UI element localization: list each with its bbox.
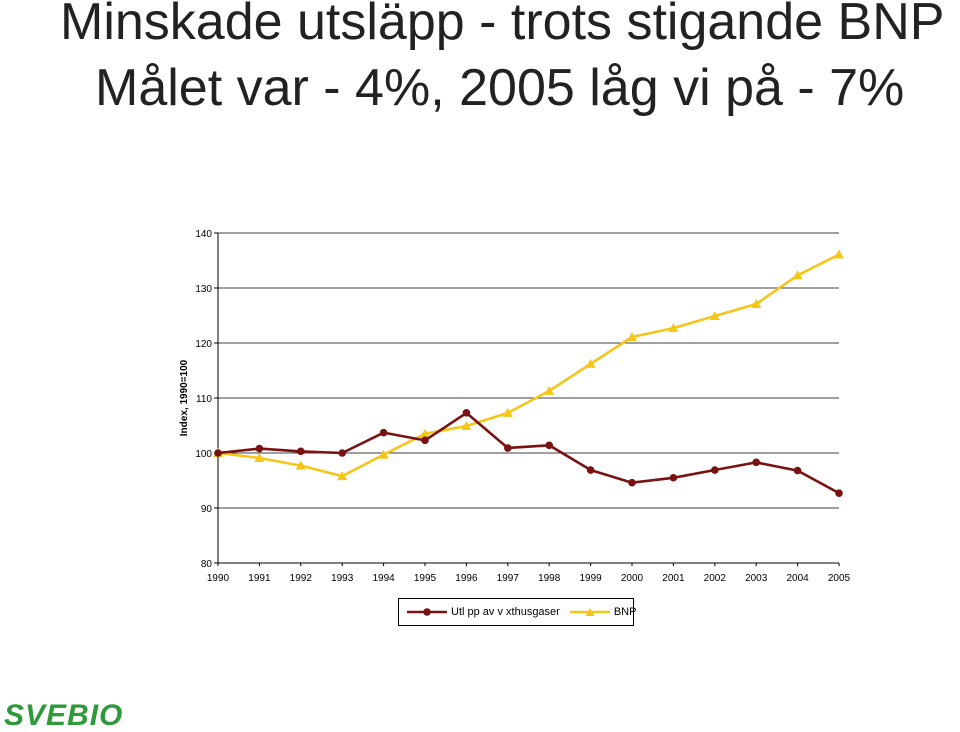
x-tick-label: 2004 bbox=[786, 573, 809, 584]
data-point bbox=[420, 428, 430, 438]
legend-label-emissions: Utl pp av v xthusgaser bbox=[451, 606, 560, 618]
legend-entry-emissions: Utl pp av v xthusgaser bbox=[407, 606, 560, 618]
x-tick-label: 1992 bbox=[290, 573, 313, 584]
slide-title: Minskade utsläpp - trots stigande BNP bbox=[60, 0, 945, 51]
chart-axes: 80 90 100 110 120 130 140 1990 1991 1992 1993 1994 1… bbox=[195, 229, 850, 584]
x-tick-label: 1999 bbox=[579, 573, 602, 584]
data-point bbox=[628, 478, 636, 487]
x-tick-label: 1991 bbox=[248, 573, 271, 584]
data-point bbox=[669, 473, 678, 482]
x-tick-label: 2005 bbox=[828, 573, 851, 584]
data-point bbox=[297, 447, 305, 456]
legend-marker-circle-icon bbox=[407, 608, 447, 616]
line-chart: 80 90 100 110 120 130 140 1990 1991 1992 1993 1994 1… bbox=[179, 229, 851, 584]
legend-marker-triangle-icon bbox=[569, 608, 610, 616]
chart-series bbox=[213, 249, 844, 497]
x-tick-label: 1990 bbox=[207, 573, 230, 584]
x-tick-label: 1995 bbox=[414, 573, 437, 584]
y-tick-label: 120 bbox=[195, 339, 212, 350]
x-tick-label: 1994 bbox=[372, 573, 395, 584]
data-point bbox=[379, 428, 388, 437]
data-point bbox=[834, 249, 844, 259]
x-tick-label: 2000 bbox=[621, 573, 644, 584]
y-tick-label: 100 bbox=[195, 449, 212, 460]
data-point bbox=[709, 311, 720, 320]
data-point bbox=[752, 458, 760, 467]
data-point bbox=[504, 444, 512, 452]
x-tick-label: 1997 bbox=[497, 573, 520, 584]
y-tick-label: 130 bbox=[195, 284, 212, 295]
data-point bbox=[421, 436, 429, 445]
svebio-logo: SVEBIO bbox=[4, 699, 124, 732]
x-tick-label: 1998 bbox=[538, 573, 561, 584]
y-tick-label: 80 bbox=[201, 559, 213, 570]
legend-entry-gdp: BNP bbox=[569, 606, 637, 618]
y-tick-label: 110 bbox=[196, 394, 212, 405]
data-point bbox=[668, 323, 679, 333]
data-point bbox=[254, 453, 265, 462]
slide-subtitle: Målet var - 4%, 2005 låg vi på - 7% bbox=[95, 59, 905, 117]
data-point bbox=[255, 444, 264, 453]
data-point bbox=[793, 466, 802, 475]
x-tick-label: 1993 bbox=[331, 573, 354, 584]
data-point bbox=[586, 466, 595, 474]
data-point bbox=[711, 466, 719, 474]
data-point bbox=[545, 441, 553, 450]
data-point bbox=[751, 299, 762, 308]
y-axis-label: Index, 1990=100 bbox=[179, 359, 190, 436]
series-line-0 bbox=[217, 411, 840, 495]
data-point bbox=[295, 460, 306, 470]
chart-legend: Utl pp av v xthusgaser BNP bbox=[398, 598, 637, 626]
data-point bbox=[627, 332, 637, 341]
data-point bbox=[338, 449, 347, 457]
legend-label-gdp: BNP bbox=[613, 606, 637, 618]
y-tick-label: 140 bbox=[195, 229, 212, 240]
data-point bbox=[544, 385, 555, 395]
x-tick-label: 2001 bbox=[662, 573, 685, 584]
data-point bbox=[462, 409, 471, 417]
chart-grid bbox=[218, 232, 839, 509]
data-point bbox=[835, 489, 843, 497]
data-point bbox=[378, 449, 389, 459]
data-point bbox=[502, 407, 513, 417]
data-point bbox=[585, 358, 596, 368]
data-point bbox=[337, 471, 348, 481]
y-tick-label: 90 bbox=[201, 504, 213, 515]
x-tick-label: 1996 bbox=[455, 573, 478, 584]
data-point bbox=[214, 449, 222, 457]
series-line-1 bbox=[217, 253, 840, 478]
x-tick-label: 2002 bbox=[704, 573, 727, 584]
data-point bbox=[461, 421, 472, 430]
data-point bbox=[792, 270, 803, 280]
x-tick-label: 2003 bbox=[745, 573, 768, 584]
